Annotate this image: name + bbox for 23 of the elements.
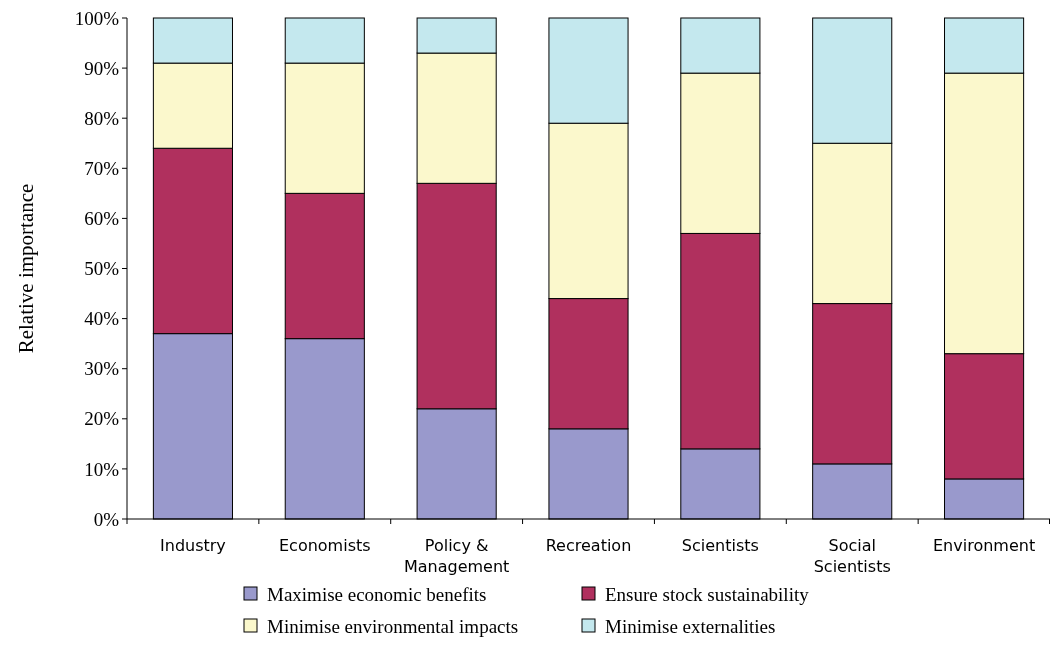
x-tick-label: Industry bbox=[160, 536, 226, 555]
y-tick-label: 40% bbox=[84, 308, 120, 330]
x-tick-label: Environment bbox=[932, 536, 1036, 555]
y-tick-label: 60% bbox=[84, 208, 120, 230]
y-axis-title: Relative importance bbox=[14, 183, 39, 354]
y-tick-label: 0% bbox=[93, 508, 120, 530]
x-tick-label: Recreation bbox=[545, 536, 632, 555]
x-tick-label: Social Scientists bbox=[813, 536, 891, 576]
x-tick-label: Scientists bbox=[681, 536, 759, 555]
x-tick-label: Policy & Management bbox=[403, 536, 510, 576]
legend-label: Ensure stock sustainability bbox=[605, 583, 810, 605]
legend-label: Maximise economic benefits bbox=[267, 583, 487, 605]
y-tick-label: 30% bbox=[84, 358, 120, 380]
y-tick-label: 10% bbox=[84, 458, 120, 480]
y-tick-label: 90% bbox=[84, 57, 120, 79]
y-tick-label: 100% bbox=[74, 7, 120, 29]
y-tick-label: 50% bbox=[84, 258, 120, 280]
y-tick-label: 20% bbox=[84, 408, 120, 430]
x-tick-label: Economists bbox=[278, 536, 371, 555]
legend-label: Minimise environmental impacts bbox=[267, 615, 519, 637]
y-tick-label: 70% bbox=[84, 157, 120, 179]
y-tick-label: 80% bbox=[84, 107, 120, 129]
legend-label: Minimise externalities bbox=[605, 615, 776, 637]
